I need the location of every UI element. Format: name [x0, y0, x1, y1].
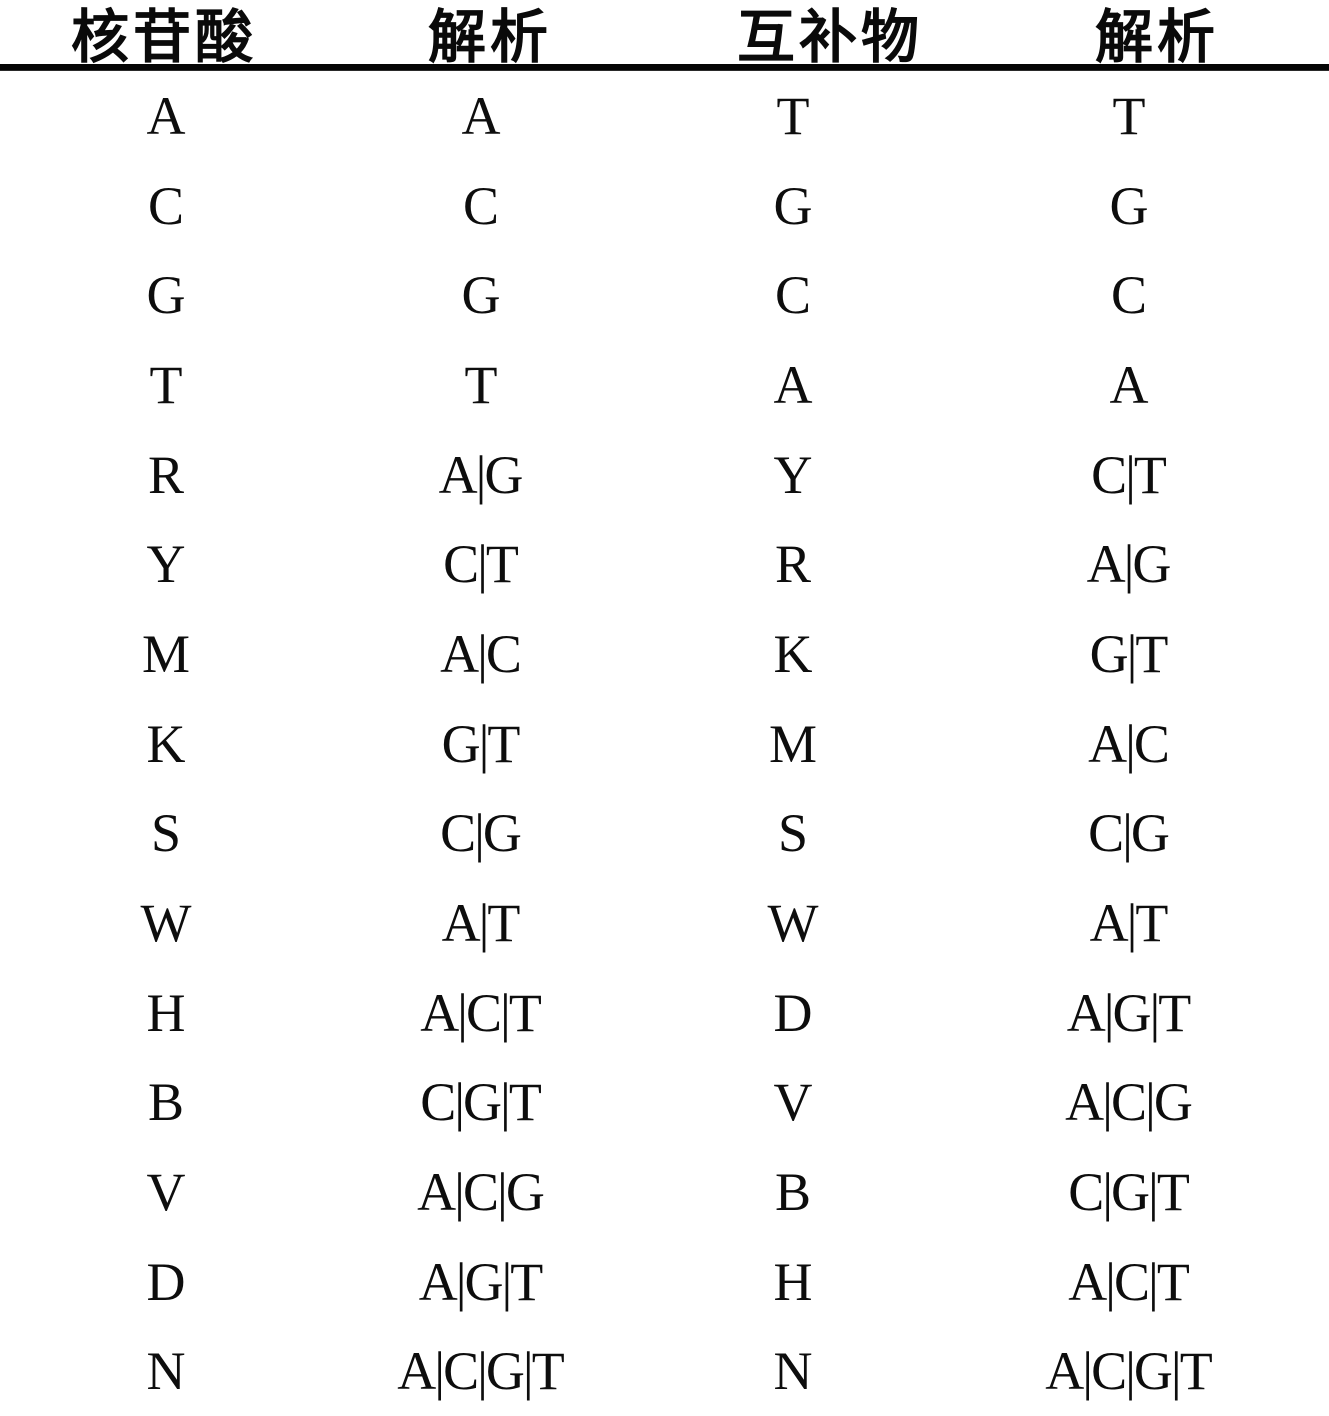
cell-nucleotide: Y: [146, 534, 186, 595]
cell-resolution: A|C: [440, 623, 522, 684]
table-row: M A|C K G|T: [0, 609, 1329, 699]
cell-complement-resolution: A|C|G|T: [1045, 1341, 1212, 1402]
cell-complement: S: [777, 803, 809, 864]
cell-nucleotide: R: [147, 444, 185, 505]
cell-nucleotide: V: [146, 1162, 186, 1223]
cell-resolution: C|G|T: [420, 1072, 542, 1133]
cell-complement-resolution: A|C|T: [1068, 1251, 1190, 1312]
cell-complement-resolution: A|C: [1088, 713, 1170, 774]
table-row: N A|C|G|T N A|C|G|T: [0, 1327, 1329, 1416]
cell-complement: W: [767, 893, 819, 954]
cell-resolution: A: [461, 85, 501, 146]
cell-resolution: C|G: [440, 803, 522, 864]
cell-resolution: C: [462, 175, 499, 236]
table-row: K G|T M A|C: [0, 699, 1329, 789]
header-complement: 互补物: [736, 5, 924, 70]
header-nucleotide: 核苷酸: [70, 5, 258, 70]
cell-nucleotide: G: [146, 265, 186, 326]
table-row: C C G G: [0, 161, 1329, 251]
cell-nucleotide: M: [141, 623, 191, 684]
cell-complement: Y: [773, 444, 813, 505]
cell-complement-resolution: C: [1110, 265, 1147, 326]
cell-complement: M: [768, 713, 818, 774]
cell-resolution: A|T: [441, 893, 521, 954]
cell-complement: D: [773, 982, 813, 1043]
cell-nucleotide: C: [147, 175, 185, 236]
table-row: Y C|T R A|G: [0, 519, 1329, 609]
header-resolution: 解析: [427, 5, 553, 70]
cell-complement-resolution: A|G|T: [1066, 982, 1192, 1043]
cell-nucleotide: B: [147, 1072, 185, 1133]
cell-resolution: A|C|T: [420, 982, 542, 1043]
table-row: V A|C|G B C|G|T: [0, 1147, 1329, 1237]
cell-resolution: A|G: [438, 444, 524, 505]
cell-complement-resolution: A|T: [1089, 893, 1169, 954]
table-header-row: 核苷酸 解析 互补物 解析: [0, 0, 1329, 70]
table-row: H A|C|T D A|G|T: [0, 968, 1329, 1058]
cell-resolution: T: [464, 354, 498, 415]
cell-complement-resolution: C|T: [1091, 444, 1167, 505]
cell-complement: G: [773, 175, 813, 236]
table-row: W A|T W A|T: [0, 878, 1329, 968]
cell-resolution: G|T: [441, 713, 521, 774]
table-row: D A|G|T H A|C|T: [0, 1237, 1329, 1327]
cell-nucleotide: W: [140, 893, 192, 954]
cell-complement: T: [776, 85, 810, 146]
cell-nucleotide: H: [146, 982, 186, 1043]
table-row: S C|G S C|G: [0, 789, 1329, 879]
table-row: B C|G|T V A|C|G: [0, 1058, 1329, 1148]
cell-complement-resolution: A|G: [1086, 534, 1172, 595]
cell-complement: H: [773, 1251, 813, 1312]
cell-complement-resolution: G|T: [1089, 623, 1169, 684]
table-row: A A T T: [0, 71, 1329, 161]
cell-complement-resolution: A: [1109, 354, 1149, 415]
cell-complement: B: [774, 1162, 812, 1223]
header-complement-resolution: 解析: [1094, 5, 1220, 70]
cell-complement-resolution: C|G: [1088, 803, 1170, 864]
cell-resolution: A|C|G|T: [397, 1341, 564, 1402]
cell-nucleotide: K: [146, 713, 186, 774]
cell-resolution: C|T: [443, 534, 519, 595]
cell-nucleotide: T: [149, 354, 183, 415]
table-row: T T A A: [0, 340, 1329, 430]
cell-resolution: A|G|T: [418, 1251, 544, 1312]
table-row: G G C C: [0, 250, 1329, 340]
cell-complement-resolution: G: [1109, 175, 1149, 236]
cell-complement: V: [773, 1072, 813, 1133]
cell-nucleotide: N: [146, 1341, 186, 1402]
table-body: A A T T C C G G G G C C T T A A R A|G Y …: [0, 71, 1329, 1416]
table-row: R A|G Y C|T: [0, 430, 1329, 520]
cell-complement: N: [773, 1341, 813, 1402]
cell-complement-resolution: A|C|G: [1065, 1072, 1193, 1133]
cell-complement-resolution: T: [1112, 85, 1146, 146]
cell-complement: K: [773, 623, 813, 684]
cell-nucleotide: S: [150, 803, 182, 864]
cell-complement-resolution: C|G|T: [1068, 1162, 1190, 1223]
cell-nucleotide: A: [146, 85, 186, 146]
cell-nucleotide: D: [146, 1251, 186, 1312]
cell-resolution: A|C|G: [417, 1162, 545, 1223]
cell-complement: C: [774, 265, 812, 326]
cell-complement: A: [773, 354, 813, 415]
cell-resolution: G: [461, 265, 501, 326]
header-divider-rule: [0, 64, 1329, 71]
cell-complement: R: [774, 534, 812, 595]
